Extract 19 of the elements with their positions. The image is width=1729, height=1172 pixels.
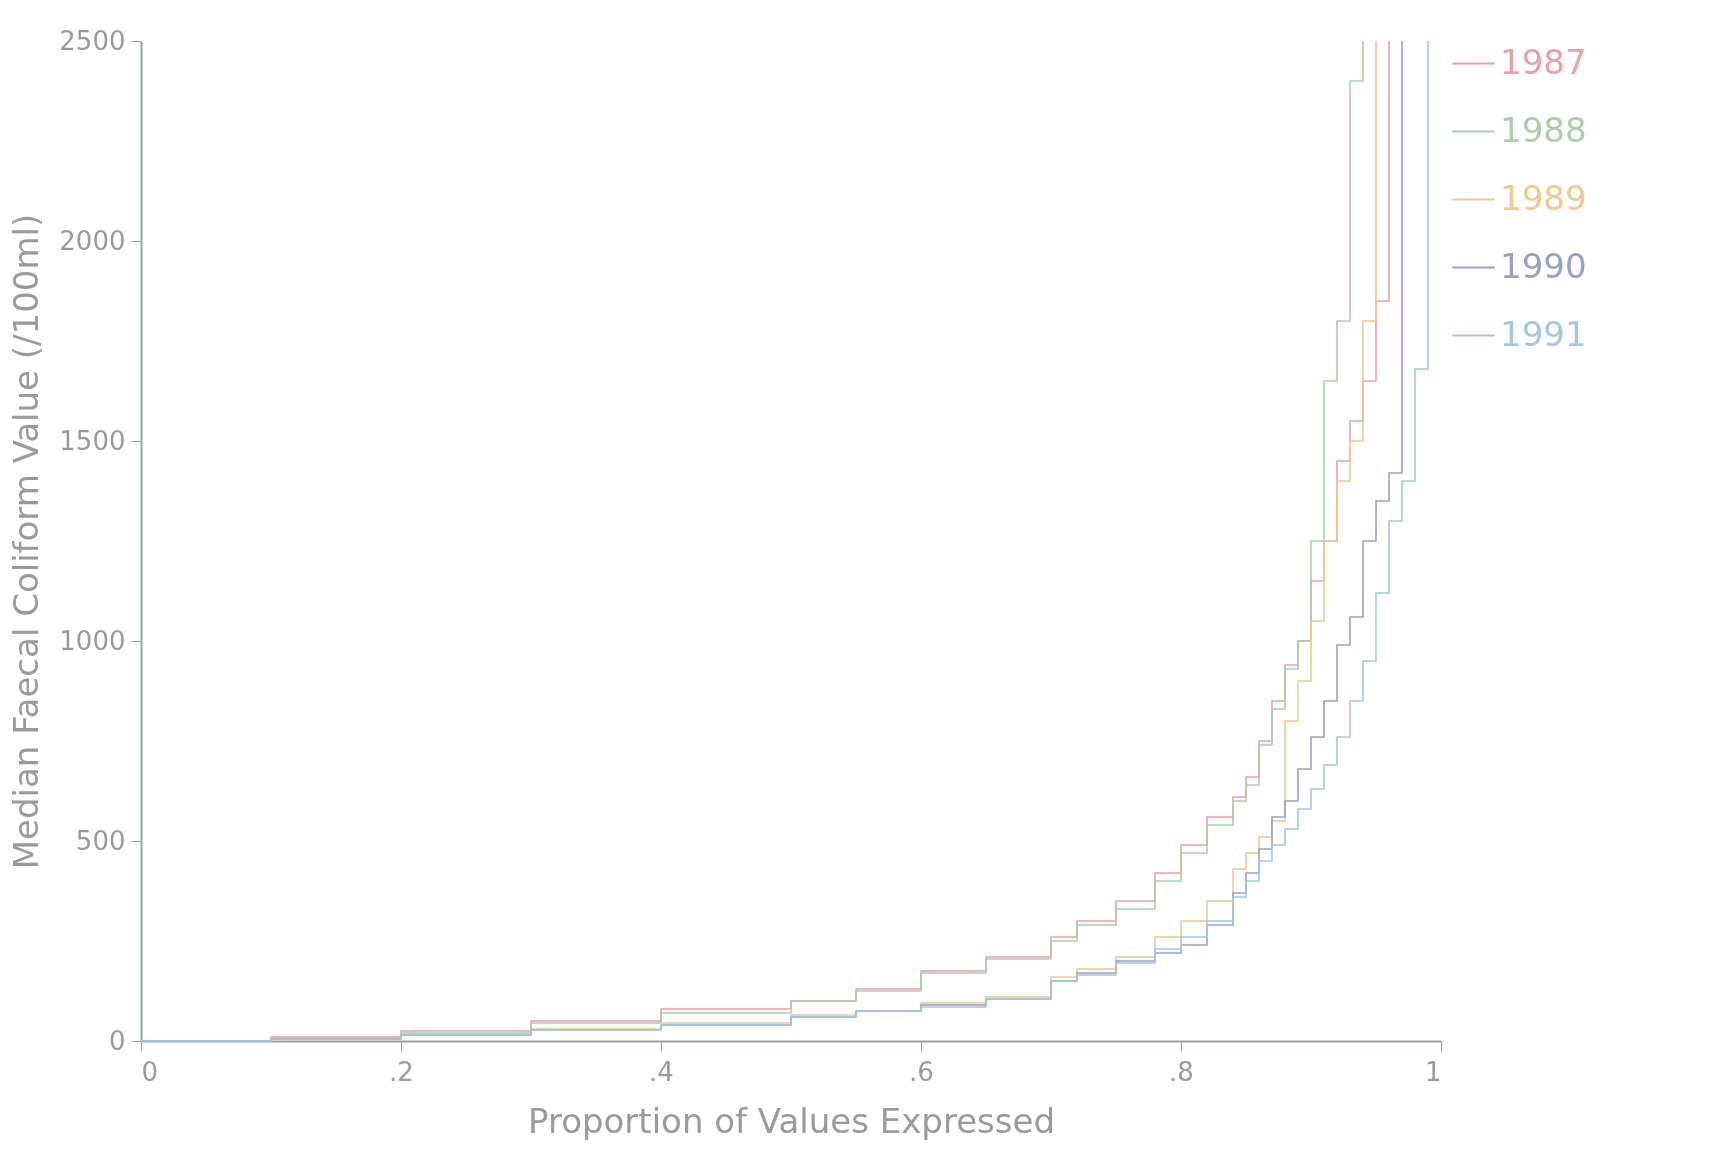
x-axis-title: Proportion of Values Expressed: [528, 1100, 1055, 1141]
legend-label: 1990: [1500, 245, 1587, 286]
y-tick-label: 2500: [59, 25, 126, 56]
y-tick-label: 0: [108, 1025, 126, 1056]
y-tick-label: 1000: [59, 625, 126, 656]
x-tick-label: .6: [909, 1056, 934, 1087]
y-tick-label: 1500: [59, 425, 126, 456]
legend-label: 1988: [1500, 109, 1587, 150]
x-tick-label: .8: [1169, 1056, 1194, 1087]
legend-label: 1989: [1500, 177, 1587, 218]
x-tick-label: .4: [649, 1056, 674, 1087]
y-axis-title: Median Faecal Coliform Value (/100ml): [6, 213, 47, 870]
x-tick-label: 0: [141, 1056, 159, 1087]
legend-label: 1991: [1500, 313, 1587, 354]
x-tick-label: .2: [389, 1056, 414, 1087]
x-tick-label: 1: [1424, 1056, 1442, 1087]
legend-label: 1987: [1500, 41, 1587, 82]
y-tick-label: 2000: [59, 225, 126, 256]
y-tick-label: 500: [75, 825, 126, 856]
